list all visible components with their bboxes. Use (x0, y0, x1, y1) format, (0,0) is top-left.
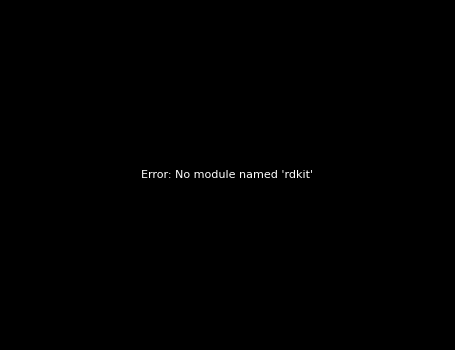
Text: Error: No module named 'rdkit': Error: No module named 'rdkit' (142, 170, 313, 180)
